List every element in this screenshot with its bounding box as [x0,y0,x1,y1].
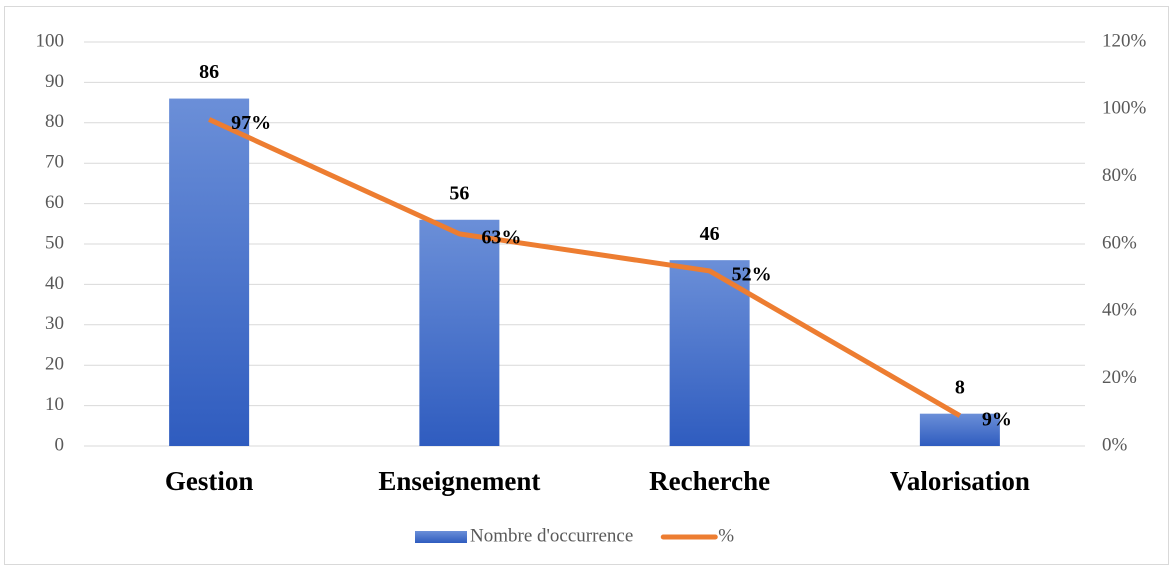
x-tick-label: Enseignement [378,466,540,496]
y-tick-label: 100 [36,30,65,51]
y-tick-label: 50 [45,232,64,253]
bar [919,413,1000,446]
y2-tick-label: 80% [1102,165,1137,186]
x-tick-label: Gestion [165,466,254,496]
bar-value-label: 8 [955,376,965,398]
y-tick-label: 70 [45,152,64,173]
y-tick-label: 90 [45,71,64,92]
line-value-label: 63% [481,226,521,248]
line-value-label: 97% [231,112,271,134]
line-value-label: 9% [982,408,1012,430]
y2-tick-label: 60% [1102,232,1137,253]
bar [169,98,250,446]
y-tick-label: 60 [45,192,64,213]
line-value-label: 52% [732,264,772,286]
bar [419,219,500,446]
x-tick-label: Recherche [649,466,770,496]
line [208,117,962,418]
y2-tick-label: 0% [1102,434,1128,455]
y2-tick-label: 100% [1102,98,1147,119]
y-tick-label: 40 [45,273,64,294]
bar-value-label: 56 [449,182,469,204]
bar [669,260,750,446]
y-tick-label: 10 [45,394,64,415]
y-tick-label: 0 [55,434,65,455]
y2-tick-label: 20% [1102,367,1137,388]
y2-tick-label: 40% [1102,300,1137,321]
y-tick-label: 30 [45,313,64,334]
legend-label: % [718,525,734,546]
y-tick-label: 80 [45,111,64,132]
y-tick-label: 20 [45,354,64,375]
x-tick-label: Valorisation [890,466,1030,496]
legend-swatch [415,531,467,543]
bar-value-label: 46 [700,223,720,245]
bar-value-label: 86 [199,61,219,83]
y2-tick-label: 120% [1102,30,1147,51]
legend-label: Nombre d'occurrence [470,525,633,546]
